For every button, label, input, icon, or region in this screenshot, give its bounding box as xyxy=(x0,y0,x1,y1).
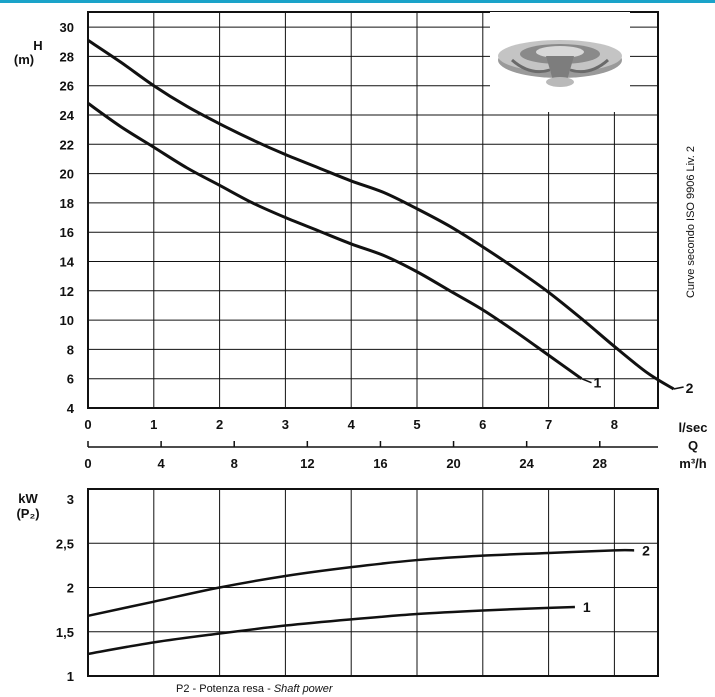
power-chart-grid xyxy=(88,489,658,676)
flow-m3h-tick-label: 20 xyxy=(446,456,460,471)
head-curve-2 xyxy=(87,39,675,391)
power-curve-1 xyxy=(87,605,575,656)
head-curve-label-2: 2 xyxy=(686,380,694,396)
x2-unit-m3h: m³/h xyxy=(679,456,707,471)
head-x-tick: 8 xyxy=(611,417,618,432)
head-x-tick: 1 xyxy=(150,417,157,432)
power-y-tick: 1 xyxy=(67,669,74,684)
power-y-ticks: 1 1,5 2 2,5 3 xyxy=(56,492,74,684)
power-caption-plain: P2 - Potenza resa - xyxy=(176,683,274,695)
flow-m3h-tick-label: 12 xyxy=(300,456,314,471)
flow-m3h-tick-label: 4 xyxy=(157,456,165,471)
q-label: Q xyxy=(688,438,698,453)
head-x-tick: 4 xyxy=(348,417,356,432)
flow-m3h-ticks: 0 4 8 12 16 20 24 28 xyxy=(84,441,607,471)
head-x-tick: 6 xyxy=(479,417,486,432)
power-y-label-2: (P₂) xyxy=(16,506,39,521)
top-accent-line xyxy=(0,0,715,3)
head-y-tick: 6 xyxy=(67,372,74,387)
power-y-tick: 2 xyxy=(67,581,74,596)
x-unit-lsec: l/sec xyxy=(679,420,708,435)
power-chart-frame xyxy=(87,488,659,677)
head-y-tick: 20 xyxy=(60,167,74,182)
head-x-ticks: 0 1 2 3 4 5 6 7 8 xyxy=(84,417,618,432)
power-y-label-1: kW xyxy=(18,491,38,506)
head-x-tick: 0 xyxy=(84,417,91,432)
impeller-image xyxy=(490,12,630,112)
flow-m3h-tick-label: 28 xyxy=(593,456,607,471)
head-curve-label-1: 1 xyxy=(594,375,602,391)
power-y-tick: 3 xyxy=(67,492,74,507)
head-curve-leader-1 xyxy=(581,378,592,384)
head-y-tick: 18 xyxy=(60,196,74,211)
head-y-tick: 14 xyxy=(60,255,75,270)
head-y-tick: 12 xyxy=(60,284,74,299)
power-y-tick: 2,5 xyxy=(56,536,74,551)
head-y-label-2: (m) xyxy=(14,52,34,67)
power-curve-label-1: 1 xyxy=(583,599,591,615)
head-y-tick: 10 xyxy=(60,313,74,328)
head-curve-1 xyxy=(87,102,583,380)
head-x-tick: 2 xyxy=(216,417,223,432)
power-y-tick: 1,5 xyxy=(56,625,74,640)
head-y-tick: 30 xyxy=(60,20,74,35)
power-curve-2 xyxy=(87,548,635,618)
power-caption: P2 - Potenza resa - Shaft power xyxy=(176,683,334,695)
power-curves: 12 xyxy=(87,542,650,656)
power-caption-italic: Shaft power xyxy=(274,683,334,695)
head-x-tick: 5 xyxy=(413,417,420,432)
head-x-tick: 3 xyxy=(282,417,289,432)
head-y-tick: 4 xyxy=(67,401,75,416)
head-y-tick: 22 xyxy=(60,137,74,152)
power-curve-label-2: 2 xyxy=(642,542,650,558)
iso-note: Curve secondo ISO 9906 Liv. 2 xyxy=(685,146,697,298)
head-y-tick: 28 xyxy=(60,49,74,64)
head-x-tick: 7 xyxy=(545,417,552,432)
head-y-label-1: H xyxy=(33,38,42,53)
head-y-tick: 26 xyxy=(60,79,74,94)
head-curve-leader-2 xyxy=(673,386,684,390)
head-y-tick: 16 xyxy=(60,225,74,240)
flow-m3h-tick-label: 16 xyxy=(373,456,387,471)
head-chart-frame xyxy=(87,11,659,409)
head-y-tick: 24 xyxy=(60,108,75,123)
flow-m3h-tick-label: 8 xyxy=(231,456,238,471)
flow-m3h-tick-label: 24 xyxy=(519,456,534,471)
head-y-tick: 8 xyxy=(67,342,74,357)
flow-m3h-tick-label: 0 xyxy=(84,456,91,471)
head-y-ticks: 4 6 8 10 12 14 16 18 20 22 24 26 28 30 xyxy=(60,20,75,416)
